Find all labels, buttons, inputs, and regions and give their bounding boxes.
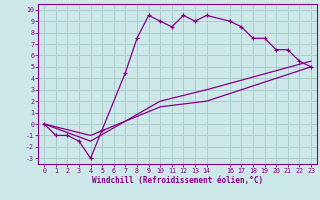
X-axis label: Windchill (Refroidissement éolien,°C): Windchill (Refroidissement éolien,°C) xyxy=(92,176,263,185)
